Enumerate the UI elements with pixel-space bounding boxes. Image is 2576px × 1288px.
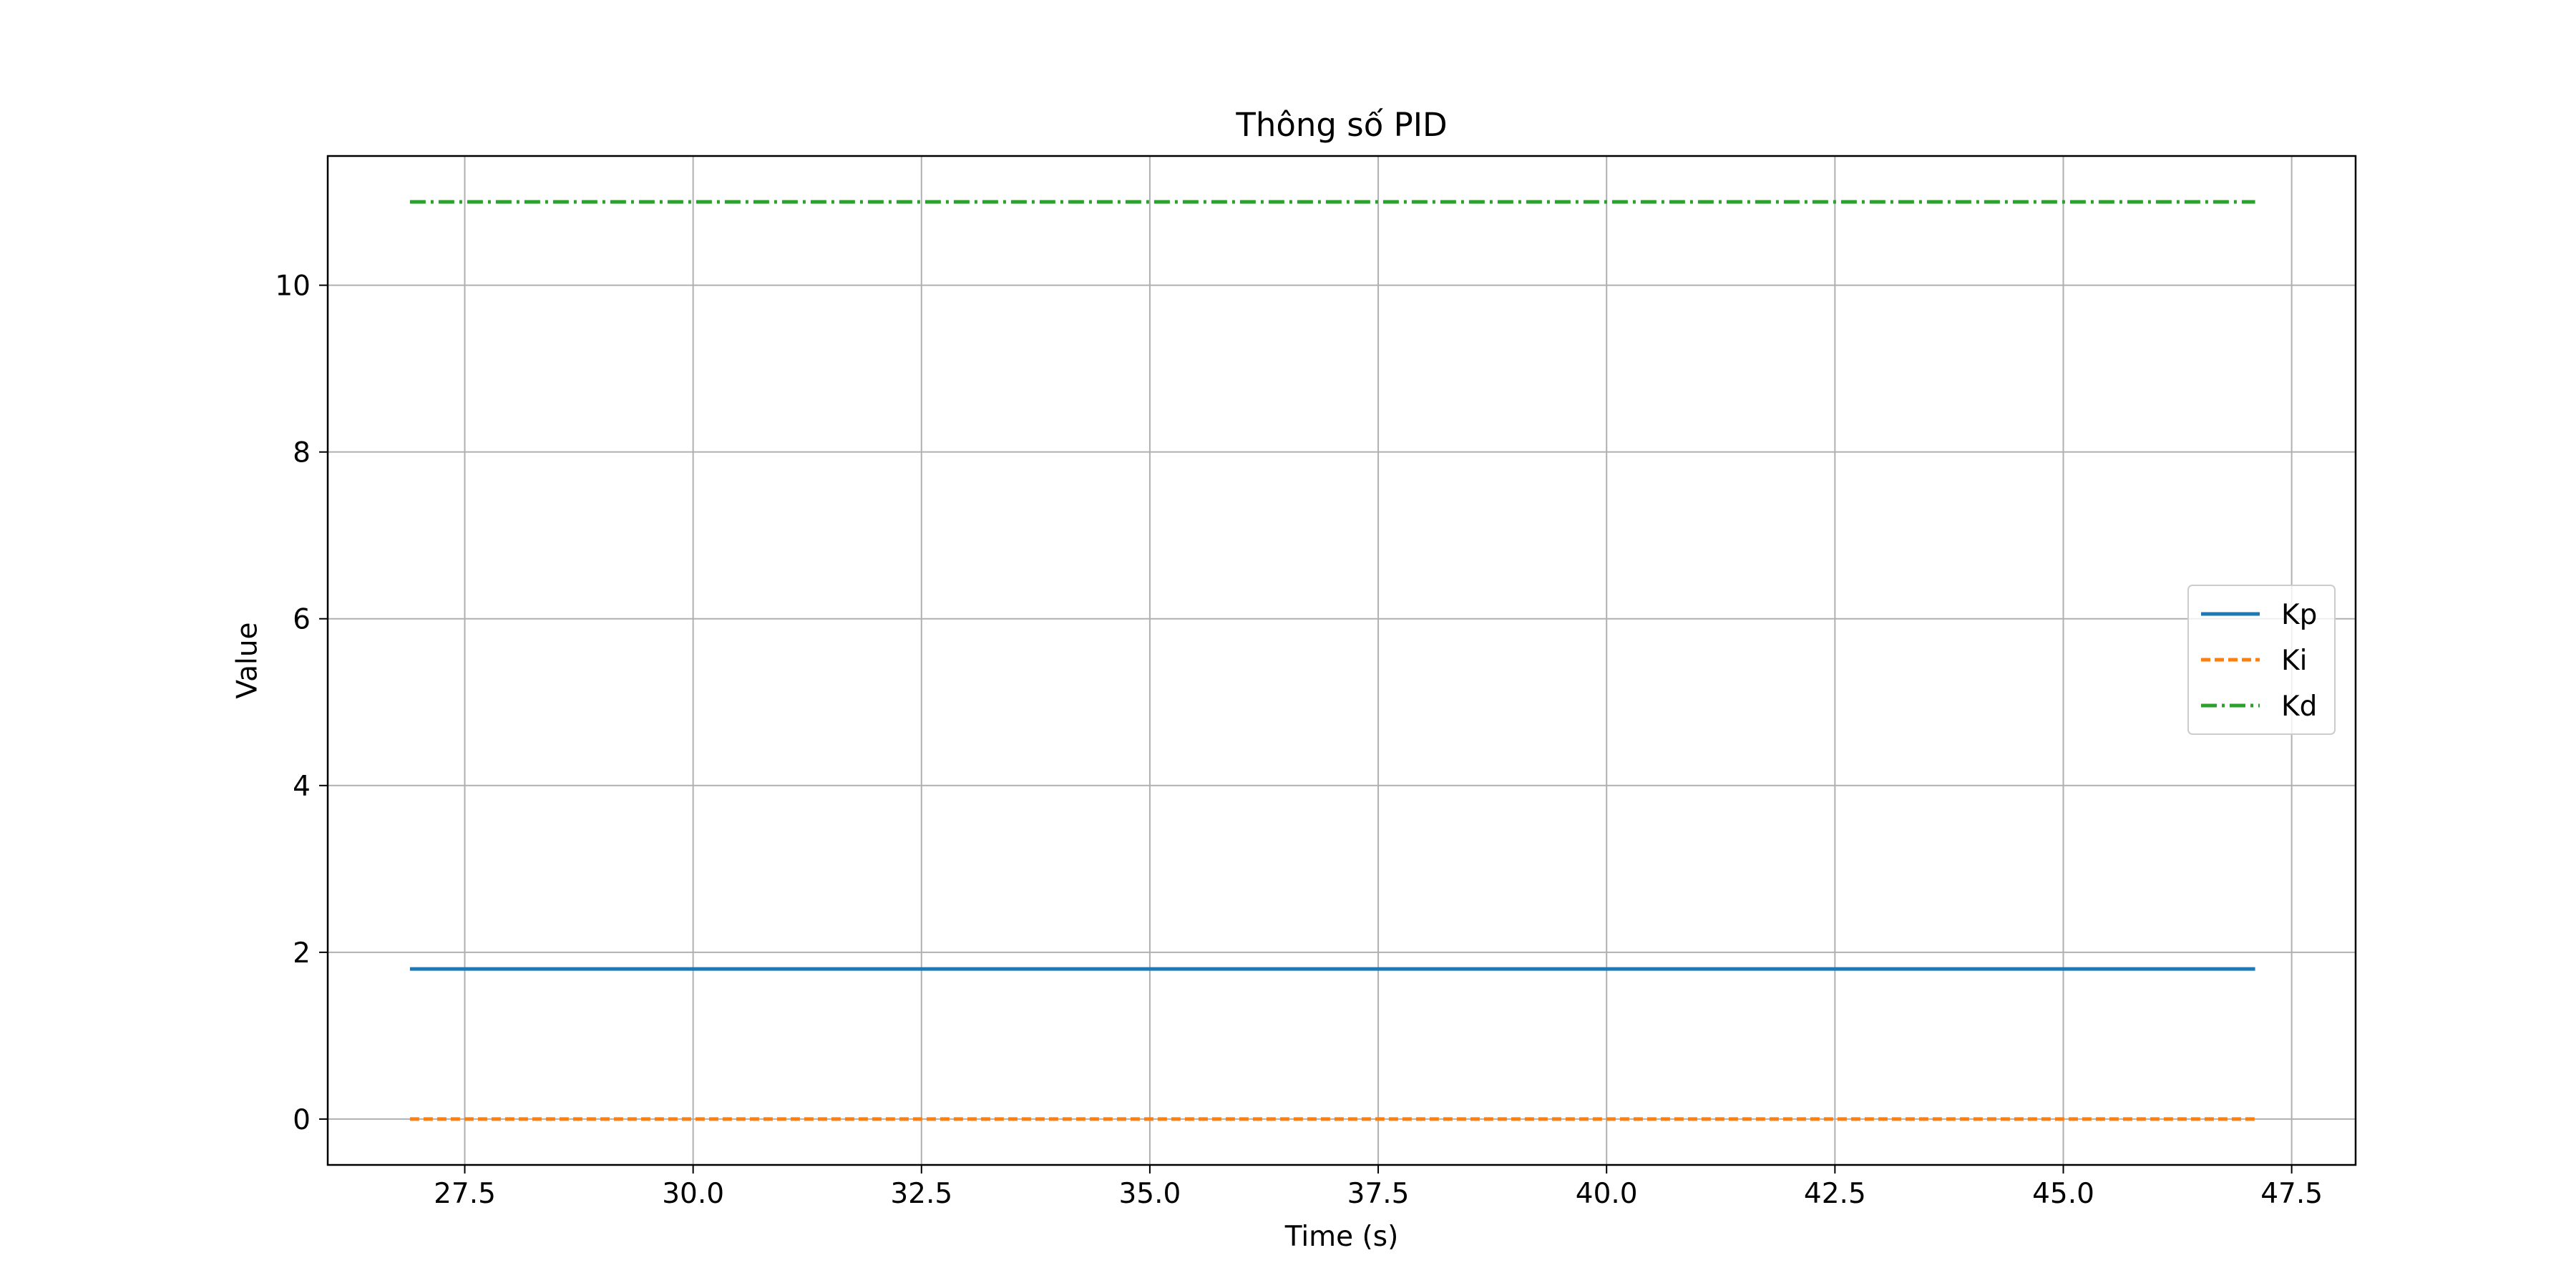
x-tick-label: 40.0 [1576, 1178, 1638, 1210]
y-tick-label: 6 [293, 604, 311, 636]
x-tick-label: 32.5 [890, 1178, 952, 1210]
x-tick-label: 27.5 [434, 1178, 496, 1210]
x-tick-label: 42.5 [1804, 1178, 1866, 1210]
legend-box [2187, 585, 2336, 735]
legend-label-kp: Kp [2281, 599, 2317, 631]
series-layer [409, 200, 2255, 1121]
y-tick-label: 10 [275, 270, 311, 303]
x-axis-label: Time (s) [1284, 1221, 1399, 1253]
x-tick-label: 35.0 [1118, 1178, 1181, 1210]
chart-title: Thông số PID [1235, 106, 1447, 144]
plot-frame [326, 155, 2357, 1166]
x-tick-label: 45.0 [2032, 1178, 2094, 1210]
y-tick-label: 0 [293, 1104, 311, 1136]
x-tick-label: 47.5 [2260, 1178, 2323, 1210]
x-tick-label: 37.5 [1347, 1178, 1410, 1210]
y-axis-label: Value [232, 622, 264, 698]
legend-label-kd: Kd [2281, 691, 2317, 723]
y-tick-label: 8 [293, 437, 311, 469]
y-tick-label: 2 [293, 937, 311, 970]
y-tick-label: 4 [293, 771, 311, 803]
axis-ticks: 27.5 30.0 32.5 35.0 37.5 40.0 42.5 45.0 47.5 0 2 4 6… [275, 270, 2323, 1210]
x-tick-label: 30.0 [662, 1178, 724, 1210]
legend-label-ki: Ki [2281, 645, 2307, 677]
legend: Kp Ki Kd [2187, 585, 2336, 735]
